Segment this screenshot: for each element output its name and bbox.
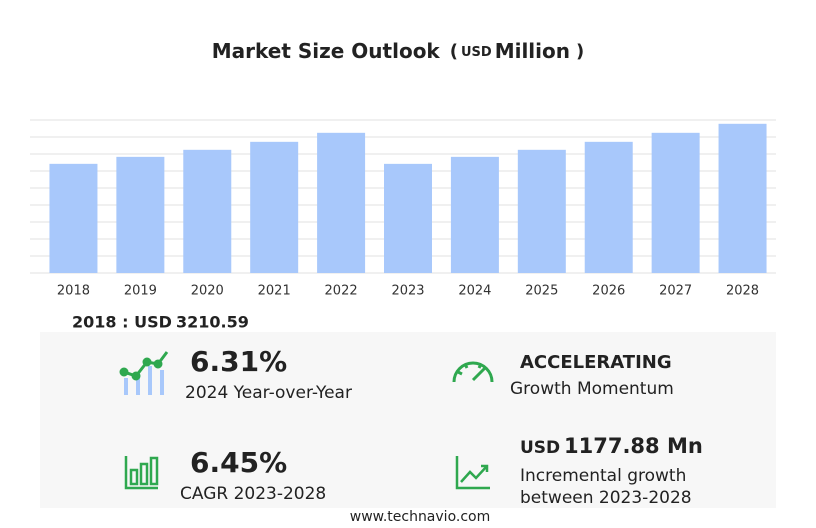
bar — [718, 123, 767, 273]
x-tick-label: 2021 — [258, 284, 291, 299]
x-tick-label: 2018 — [57, 284, 90, 299]
stat-label: CAGR 2023-2028 — [180, 484, 326, 504]
stat-value: 6.45% — [190, 446, 287, 479]
bar — [384, 163, 432, 273]
x-tick-label: 2023 — [391, 284, 424, 299]
bar — [250, 141, 299, 273]
stat-value: 6.31% — [190, 345, 287, 378]
bar — [651, 132, 700, 273]
bar — [116, 156, 165, 273]
x-tick-label: 2026 — [592, 284, 625, 299]
bar — [49, 163, 98, 273]
stat-label: 2024 Year-over-Year — [185, 383, 352, 403]
x-tick-label: 2028 — [726, 284, 759, 299]
footer: www.technavio.com — [350, 509, 491, 525]
momentum-icon — [452, 361, 494, 383]
paren: ( — [450, 41, 458, 62]
bar — [450, 156, 499, 273]
x-tick-label: 2022 — [325, 284, 358, 299]
stat-value: 1177.88 Mn — [564, 434, 703, 458]
stat-label: Incremental growth — [520, 466, 686, 486]
bar — [517, 149, 566, 273]
yoy-icon — [119, 351, 169, 395]
growth-icon — [455, 456, 490, 490]
unit-currency: USD — [461, 45, 492, 60]
paren: ) — [576, 41, 584, 62]
x-tick-label: 2025 — [525, 284, 558, 299]
stat-label: Growth Momentum — [510, 379, 674, 399]
title-text: Market Size Outlook — [212, 39, 441, 63]
stat-currency: USD — [520, 438, 560, 458]
summary-label: 2018 : USD — [72, 313, 172, 332]
unit-scale: Million — [495, 39, 570, 63]
stat-value: ACCELERATING — [520, 352, 672, 373]
bar — [317, 132, 366, 273]
x-tick-label: 2024 — [458, 284, 491, 299]
bar — [183, 149, 232, 273]
x-tick-label: 2027 — [659, 284, 692, 299]
stats-panel — [40, 332, 776, 508]
summary-value: 3210.59 — [176, 313, 249, 332]
bar — [584, 141, 633, 273]
cagr-icon — [124, 456, 159, 490]
stat-label: between 2023-2028 — [520, 488, 692, 508]
x-tick-label: 2019 — [124, 284, 157, 299]
x-tick-label: 2020 — [191, 284, 224, 299]
chart-title: Market Size Outlook (USD Million) — [212, 39, 584, 63]
